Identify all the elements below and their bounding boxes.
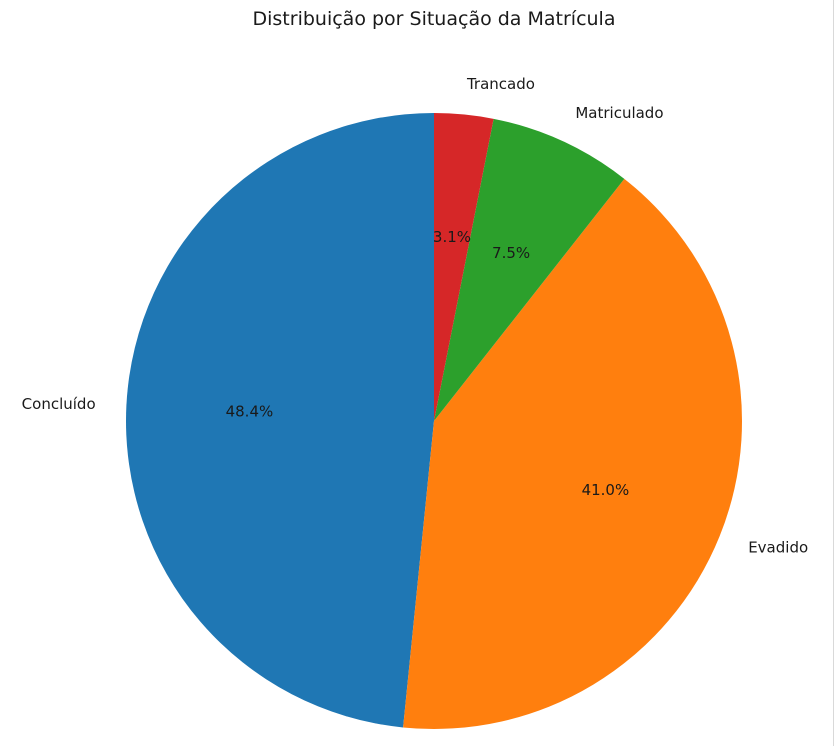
pie-pct-label-matriculado: 7.5% — [492, 244, 530, 262]
pie-slice-evadido — [403, 178, 742, 729]
pie-slice-matriculado — [434, 118, 625, 421]
chart-title: Distribuição por Situação da Matrícula — [252, 8, 616, 30]
pie-pct-label-trancado: 3.1% — [433, 228, 471, 246]
pie-pct-label-concluido: 48.4% — [226, 403, 274, 421]
pie-pct-label-evadido: 41.0% — [582, 481, 630, 499]
pie-slice-concluido — [126, 113, 434, 728]
pie-category-label-trancado: Trancado — [466, 75, 535, 93]
pie-slice-trancado — [434, 113, 494, 421]
pie-slices — [126, 113, 742, 729]
pie-category-label-evadido: Evadido — [748, 539, 808, 557]
pie-labels: 48.4% Concluído 41.0% Evadido 7.5% Matriculad… — [22, 75, 808, 557]
pie-category-label-concluido: Concluído — [22, 395, 96, 413]
pie-category-label-matriculado: Matriculado — [575, 104, 663, 122]
